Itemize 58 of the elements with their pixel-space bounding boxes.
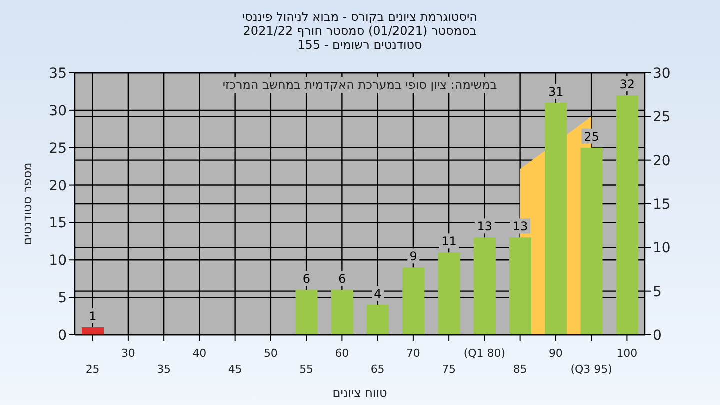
x-tick-label: (Q1 80) — [464, 347, 506, 360]
y-tick-label: 15 — [49, 216, 67, 232]
data-label: 11 — [442, 234, 457, 249]
x-tick-label: 90 — [548, 347, 563, 360]
data-label: 13 — [477, 220, 493, 234]
x-tick-label: 30 — [121, 347, 136, 360]
bar — [616, 95, 638, 335]
annotation: במשימה: ציון סופי במערכת האקדמית במחשב המרכזי — [220, 77, 500, 93]
y-tick-label: 20 — [49, 178, 67, 194]
x-tick-label: 55 — [300, 363, 314, 376]
x-tick-label: 50 — [264, 347, 278, 360]
bar — [367, 305, 389, 335]
bar — [82, 328, 104, 335]
y2-tick-label: 0 — [653, 328, 662, 344]
data-label: 25 — [584, 130, 600, 144]
y2-tick-label: 10 — [653, 240, 671, 257]
y-tick-label: 10 — [49, 253, 67, 270]
bar — [438, 252, 460, 335]
y-tick-label: 5 — [58, 290, 67, 307]
x-tick-label: 75 — [442, 363, 456, 376]
y-tick-label: 30 — [49, 103, 67, 120]
x-tick-label: 60 — [335, 347, 350, 360]
data-label: 6 — [338, 272, 346, 286]
bar — [510, 238, 532, 335]
bar — [545, 102, 568, 335]
x-tick-label: 85 — [513, 363, 528, 376]
x-tick-label: 70 — [406, 347, 420, 360]
x-tick-label: 100 — [616, 347, 638, 360]
bar — [580, 148, 603, 335]
x-tick-label: (Q3 95) — [570, 363, 612, 376]
bar — [402, 268, 425, 335]
data-label: 6 — [302, 272, 311, 286]
bar — [331, 290, 354, 335]
chart-subtitle: בסמסטר (01/2021) סמסטר חורף 2021/22 סטודנטים רשומים - 155 — [242, 24, 478, 52]
x-tick-label: 65 — [370, 363, 385, 376]
data-label: 13 — [512, 220, 528, 234]
y2-tick-label: 15 — [653, 196, 671, 213]
y-tick-label: 0 — [58, 328, 67, 344]
data-label: 31 — [548, 84, 564, 99]
x-tick-label: 35 — [157, 363, 172, 376]
y-tick-label: 35 — [49, 66, 67, 82]
x-tick-label: 25 — [86, 363, 100, 376]
y2-tick-label: 20 — [653, 153, 671, 170]
x-axis-title: טווח ציונים — [332, 386, 388, 400]
y2-tick-label: 30 — [653, 66, 671, 82]
x-tick-label: 40 — [192, 347, 207, 360]
chart-title: היסטוגרמת ציונים בקורס - מבוא לניהול פיננסי — [241, 10, 478, 24]
y-tick-label: 25 — [49, 140, 67, 157]
data-label: 9 — [410, 250, 418, 264]
data-label: 1 — [89, 310, 97, 324]
y2-tick-label: 5 — [653, 284, 662, 300]
y-axis-title: מספר סטודנטים — [20, 162, 34, 246]
bar — [296, 290, 318, 335]
data-label: 32 — [620, 77, 636, 92]
y2-tick-label: 25 — [653, 110, 671, 126]
data-label: 4 — [374, 287, 382, 302]
x-tick-label: 45 — [228, 363, 242, 376]
bar — [474, 238, 496, 335]
